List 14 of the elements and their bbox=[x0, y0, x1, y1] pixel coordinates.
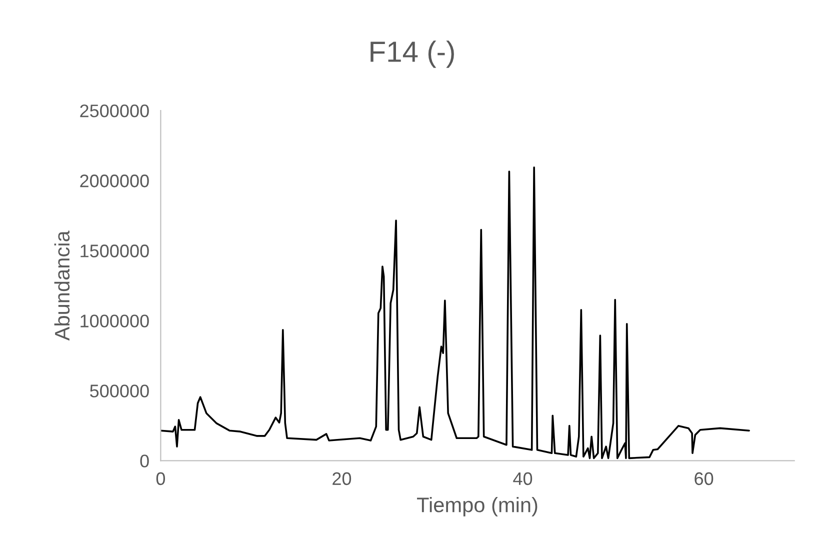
x-tick-label: 20 bbox=[332, 472, 352, 486]
x-tick-label: 0 bbox=[156, 472, 165, 486]
line-series bbox=[160, 166, 750, 460]
y-tick-label: 2500000 bbox=[80, 104, 149, 118]
x-tick-label: 60 bbox=[694, 472, 714, 486]
x-tick-label: 40 bbox=[513, 472, 532, 486]
x-axis-title: Tiempo (min) bbox=[417, 496, 538, 516]
y-tick-label: 0 bbox=[140, 454, 149, 468]
y-tick-label: 500000 bbox=[90, 384, 149, 398]
chart-title: F14 (-) bbox=[370, 40, 454, 68]
y-tick-label: 2000000 bbox=[80, 174, 149, 188]
y-tick-label: 1500000 bbox=[80, 244, 149, 258]
y-tick-label: 1000000 bbox=[80, 314, 149, 328]
y-axis-title: Abundancia bbox=[54, 230, 70, 341]
